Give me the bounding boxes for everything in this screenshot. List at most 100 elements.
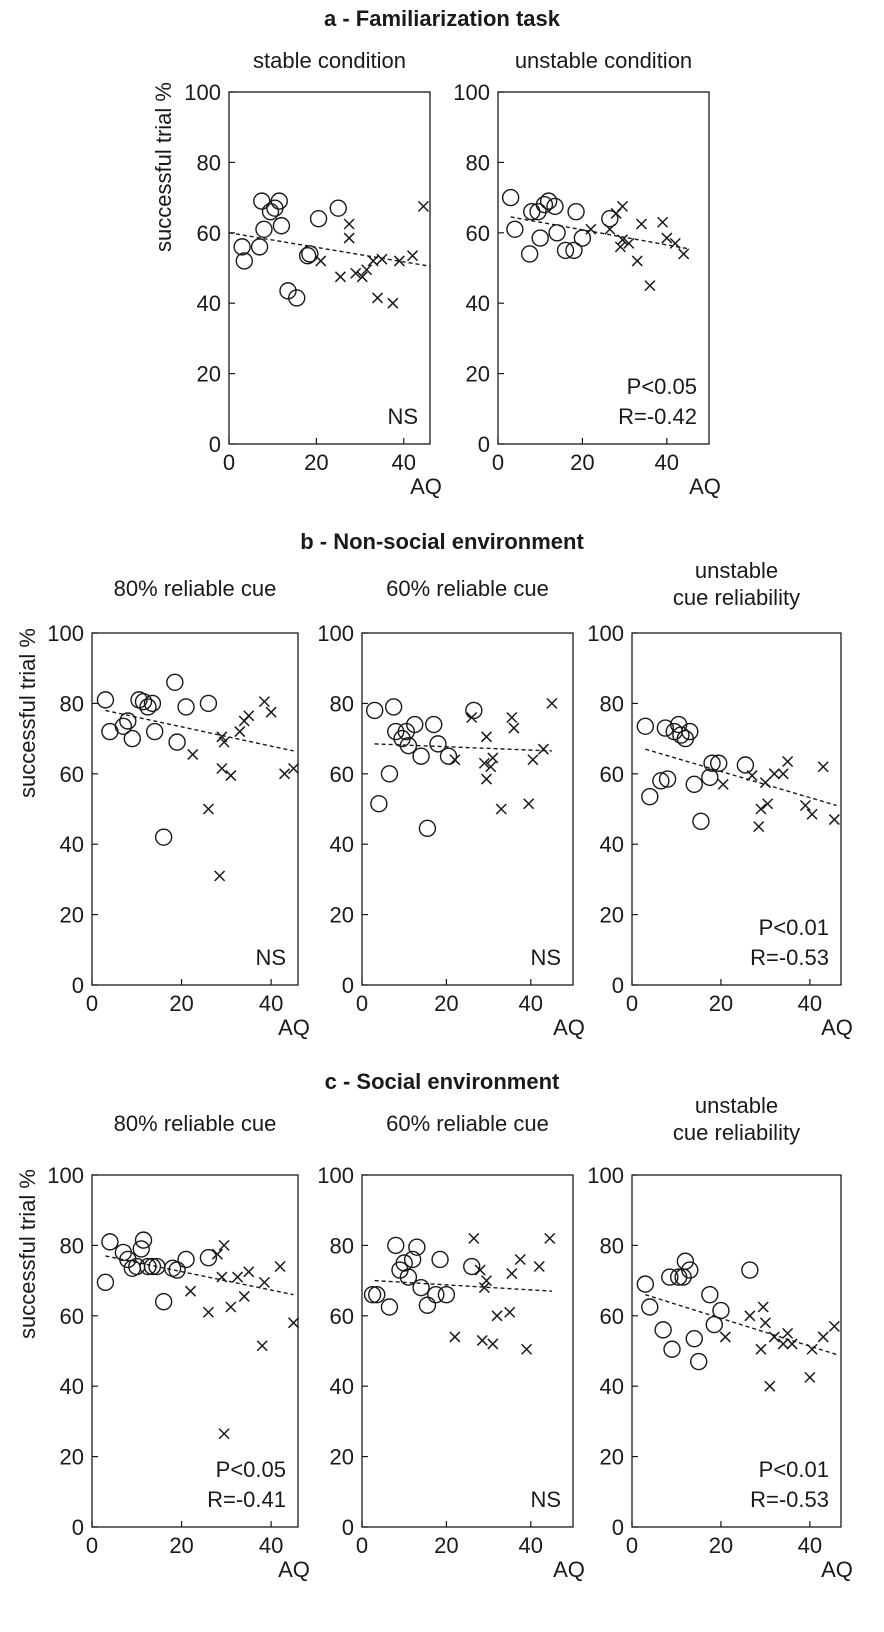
circle-point <box>199 1249 218 1267</box>
circle-point <box>406 715 424 734</box>
x-axis-label: AQ <box>553 1015 585 1040</box>
x-axis-label: AQ <box>278 1557 310 1582</box>
cross-point <box>806 808 818 820</box>
y-axis-label-b: successful trial % <box>15 628 40 798</box>
circle-point <box>437 1285 456 1304</box>
circle-point <box>261 202 280 221</box>
trend-line <box>645 1294 837 1356</box>
circle-point <box>601 210 619 228</box>
circle-point <box>329 199 347 217</box>
circle-point <box>380 1298 399 1316</box>
stats-annotation: P<0.01 <box>759 1457 829 1482</box>
circle-point <box>548 224 566 242</box>
scatter-plot-1: 0 20 40 60 80 100 0 20 40 AQ P<0.05 R=-0.42 <box>453 80 721 499</box>
cross-point <box>759 1317 771 1329</box>
y-tick-label: 60 <box>600 762 624 787</box>
cross-point <box>218 1239 230 1251</box>
cross-point <box>216 1271 228 1283</box>
x-tick-label: 40 <box>798 1533 822 1558</box>
stats-annotation: P<0.01 <box>759 915 829 940</box>
x-tick-label: 0 <box>223 450 235 475</box>
plot-frame <box>91 632 299 986</box>
circle-point <box>235 252 253 270</box>
circle-point <box>145 722 164 741</box>
cross-point <box>521 1343 533 1355</box>
circle-point <box>134 1231 153 1249</box>
circle-point <box>368 1285 386 1304</box>
cross-point <box>506 711 518 724</box>
y-tick-label: 20 <box>600 903 624 928</box>
cross-point <box>786 1338 798 1350</box>
circle-point <box>652 772 670 790</box>
cross-point <box>216 762 228 775</box>
section-title-c: c - Social environment <box>324 1069 560 1094</box>
panel-b-title-3: 60% reliable cue <box>322 575 613 602</box>
cross-point <box>449 754 461 766</box>
panel-title-line: 60% reliable cue <box>386 576 549 601</box>
y-tick-label: 100 <box>587 621 624 646</box>
circle-point <box>705 1315 723 1334</box>
y-tick-label: 80 <box>600 691 624 716</box>
circle-point <box>380 765 399 783</box>
cross-point <box>537 743 549 755</box>
circle-point <box>703 754 721 772</box>
cross-point <box>406 250 419 262</box>
cross-point <box>585 223 597 235</box>
cross-point <box>449 1331 461 1343</box>
y-tick-label: 0 <box>72 973 84 998</box>
circle-point <box>546 197 564 216</box>
y-tick-label: 40 <box>60 832 84 857</box>
circle-point <box>123 729 142 748</box>
cross-point <box>474 1264 486 1276</box>
y-tick-label: 80 <box>60 691 84 716</box>
x-tick-label: 40 <box>259 1533 283 1558</box>
circle-point <box>427 1285 445 1304</box>
y-tick-label: 20 <box>60 903 84 928</box>
stats-annotation: R=-0.41 <box>207 1487 286 1512</box>
cross-point <box>356 271 368 283</box>
circle-point <box>685 1329 703 1348</box>
cross-point <box>657 216 669 228</box>
panel-title-line: unstable <box>694 1093 779 1118</box>
circle-point <box>736 756 755 774</box>
y-tick-label: 0 <box>342 1515 354 1540</box>
cross-point <box>350 267 362 279</box>
cross-point <box>514 1253 526 1266</box>
circle-point <box>403 1250 422 1269</box>
circle-point <box>370 795 388 813</box>
cross-point <box>777 1338 789 1350</box>
x-tick-label: 20 <box>434 991 458 1016</box>
trend-line <box>228 232 431 267</box>
y-tick-label: 60 <box>466 221 490 246</box>
circle-point <box>681 1261 699 1279</box>
plot-frame <box>631 1174 842 1528</box>
cross-point <box>480 731 493 743</box>
cross-point <box>508 722 520 734</box>
trend-line <box>510 216 689 250</box>
stats-annotation: NS <box>530 1487 561 1512</box>
circle-point <box>658 770 677 788</box>
circle-point <box>418 819 437 838</box>
circle-point <box>531 229 549 247</box>
x-tick-label: 0 <box>626 1533 638 1558</box>
y-tick-label: 0 <box>478 432 490 457</box>
y-tick-label: 0 <box>612 973 624 998</box>
cross-point <box>211 1248 223 1260</box>
cross-point <box>258 1276 270 1288</box>
circle-point <box>539 192 558 210</box>
section-title-a: a - Familiarization task <box>324 6 560 31</box>
cross-point <box>544 1232 556 1244</box>
circle-point <box>701 1285 719 1304</box>
cross-point <box>491 1310 503 1322</box>
cross-point <box>782 1327 794 1339</box>
y-tick-label: 20 <box>330 1445 354 1470</box>
y-tick-label: 60 <box>600 1304 624 1329</box>
y-tick-label: 60 <box>60 762 84 787</box>
circle-point <box>501 188 520 207</box>
cross-point <box>258 696 270 708</box>
circle-point <box>681 722 699 741</box>
circle-point <box>270 192 288 210</box>
cross-point <box>243 710 255 722</box>
panel-title-line: 80% reliable cue <box>113 1111 277 1136</box>
